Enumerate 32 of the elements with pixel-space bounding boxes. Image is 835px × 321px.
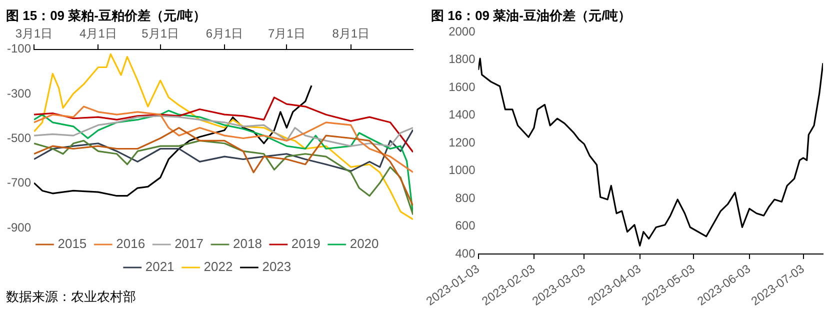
legend-label: 2021 — [145, 259, 174, 274]
x-tick-label: 7月1日 — [268, 26, 306, 41]
y-tick-label: 2000 — [448, 24, 476, 39]
legend-label: 2020 — [350, 236, 379, 252]
y-tick-label: -100 — [6, 42, 32, 56]
y-tick-label: 1200 — [448, 135, 476, 150]
legend-label: 2023 — [262, 259, 292, 274]
source-note: 数据来源：农业农村部 — [5, 288, 137, 306]
legend-label: 2022 — [204, 259, 233, 274]
y-tick-label: -700 — [6, 176, 32, 190]
y-tick-label: 1800 — [448, 52, 476, 66]
x-tick-label: 5月1日 — [142, 26, 180, 41]
legend-label: 2017 — [174, 236, 204, 252]
x-tick-label: 4月1日 — [80, 26, 117, 41]
y-tick-label: -900 — [6, 220, 32, 234]
x-tick-label: 3月1日 — [15, 26, 53, 41]
y-tick-label: -500 — [6, 131, 32, 146]
y-tick-label: 600 — [455, 218, 476, 233]
y-tick-label: 1000 — [448, 163, 476, 178]
y-tick-label: 800 — [455, 190, 476, 205]
chart-title: 图 15：09 菜粕-豆粕价差（元/吨） — [5, 7, 208, 23]
legend-label: 2019 — [291, 236, 320, 252]
chart-title: 图 16：09 菜油-豆油价差（元/吨） — [430, 7, 632, 23]
legend-label: 2016 — [116, 236, 146, 252]
legend-label: 2015 — [58, 236, 87, 252]
y-tick-label: 1600 — [448, 80, 476, 94]
y-tick-label: 400 — [455, 246, 476, 260]
x-tick-label: 8月1日 — [332, 26, 370, 41]
x-tick-label: 6月1日 — [206, 26, 244, 41]
legend-label: 2018 — [233, 236, 262, 252]
y-tick-label: -300 — [6, 86, 32, 100]
y-tick-label: 1400 — [448, 108, 476, 122]
